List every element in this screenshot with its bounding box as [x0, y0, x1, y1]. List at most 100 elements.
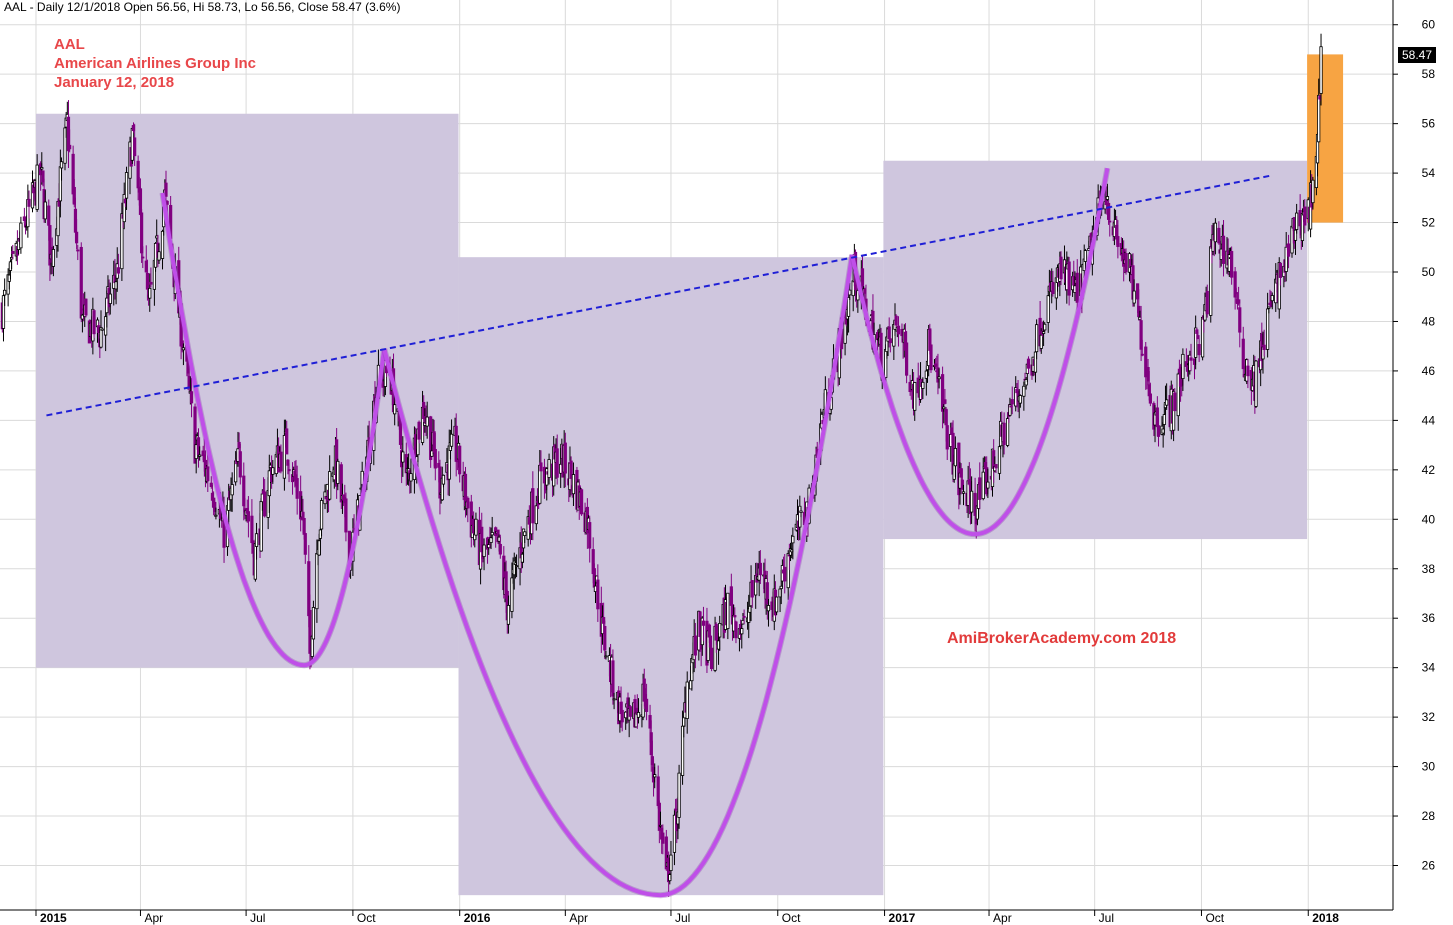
candle-body	[122, 194, 126, 223]
x-tick-label: Apr	[569, 911, 588, 925]
candle-body	[758, 562, 762, 576]
annotation-ticker: AAL	[54, 36, 85, 53]
candle-body	[47, 205, 51, 226]
y-tick-label: 40	[1422, 512, 1436, 526]
candle-body	[27, 198, 31, 207]
candle-body	[466, 497, 470, 509]
y-tick-label: 36	[1422, 611, 1436, 625]
candle-body	[230, 484, 234, 496]
candle-body	[295, 478, 299, 499]
candle-body	[786, 553, 790, 589]
candle-body	[271, 467, 275, 475]
candle-body	[953, 448, 957, 467]
y-tick-label: 58	[1422, 67, 1436, 81]
candle-body	[303, 533, 307, 555]
candle-body	[458, 445, 462, 475]
y-tick-label: 30	[1422, 760, 1436, 774]
candle-body	[942, 406, 946, 410]
candle-body	[76, 249, 80, 252]
candle-body	[100, 328, 104, 331]
candle-body	[1083, 250, 1087, 262]
candle-body	[1217, 227, 1221, 244]
candle-body	[206, 466, 210, 482]
candle-body	[1205, 290, 1209, 315]
x-tick-label: Apr	[144, 911, 163, 925]
candle-body	[1277, 262, 1281, 310]
candle-body	[72, 186, 76, 205]
candle-body	[1116, 236, 1120, 247]
candle-body	[940, 374, 945, 412]
y-tick-label: 42	[1422, 463, 1436, 477]
candle-body	[740, 628, 744, 635]
candle-body	[41, 170, 45, 183]
candle-body	[433, 448, 437, 469]
candle-body	[856, 290, 860, 301]
y-tick-label: 50	[1422, 265, 1436, 279]
candle-body	[40, 167, 44, 170]
candle-body	[653, 774, 657, 778]
candle-body	[783, 566, 787, 582]
candle-body	[242, 475, 246, 507]
y-tick-label: 56	[1422, 117, 1436, 131]
candle-body	[981, 471, 985, 500]
candle-body	[198, 454, 202, 457]
x-tick-label: Oct	[357, 911, 376, 925]
candle-body	[302, 517, 306, 535]
zone-1	[35, 113, 459, 668]
candle-body	[43, 201, 47, 220]
candle-body	[1270, 295, 1274, 302]
candle-body	[750, 580, 754, 598]
candle-body	[1293, 229, 1298, 241]
candle-body	[579, 489, 584, 515]
x-tick-label: Apr	[993, 911, 1012, 925]
candle-body	[1041, 331, 1046, 334]
y-tick-label: 60	[1422, 18, 1436, 32]
x-tick-label: Jul	[675, 911, 690, 925]
candle-body	[765, 582, 769, 605]
candle-body	[1234, 291, 1238, 295]
candle-body	[79, 246, 83, 319]
candle-body	[523, 531, 527, 536]
watermark: AmiBrokerAcademy.com 2018	[947, 630, 1177, 647]
candle-body	[1139, 320, 1143, 350]
candle-body	[160, 230, 165, 259]
candle-body	[279, 451, 283, 472]
candle-body	[604, 655, 608, 658]
candle-body	[894, 315, 898, 326]
candle-body	[1018, 395, 1022, 404]
candle-body	[742, 615, 746, 618]
candle-body	[1230, 251, 1234, 278]
candle-body	[285, 428, 289, 455]
candle-body	[733, 615, 737, 618]
cup-3	[850, 167, 1110, 537]
candle-body	[571, 474, 576, 495]
candle-body	[1181, 353, 1185, 380]
candle-body	[1311, 179, 1315, 204]
candle-body	[213, 501, 217, 512]
x-tick-label: Jul	[250, 911, 265, 925]
candle-body	[726, 592, 730, 629]
candle-body	[1284, 246, 1288, 272]
candle-body	[1197, 344, 1201, 356]
candle-body	[68, 144, 72, 150]
y-tick-label: 48	[1422, 314, 1436, 328]
candle-body	[611, 660, 615, 697]
candle-body	[1148, 393, 1152, 404]
candle-body	[709, 647, 714, 670]
candle-body	[779, 585, 783, 589]
candle-body	[603, 626, 607, 651]
candle-body	[401, 451, 405, 463]
candle-body	[328, 471, 332, 500]
candle-body	[1266, 308, 1270, 350]
candle-body	[677, 772, 681, 818]
candle-body	[1059, 256, 1063, 280]
candle-body	[1278, 262, 1282, 278]
candle-body	[913, 382, 917, 411]
candle-body	[734, 621, 738, 639]
candle-body	[287, 469, 291, 472]
candle-body	[181, 347, 186, 351]
candle-body	[563, 442, 567, 474]
candle-body	[1196, 335, 1200, 340]
candle-body	[1233, 271, 1237, 298]
